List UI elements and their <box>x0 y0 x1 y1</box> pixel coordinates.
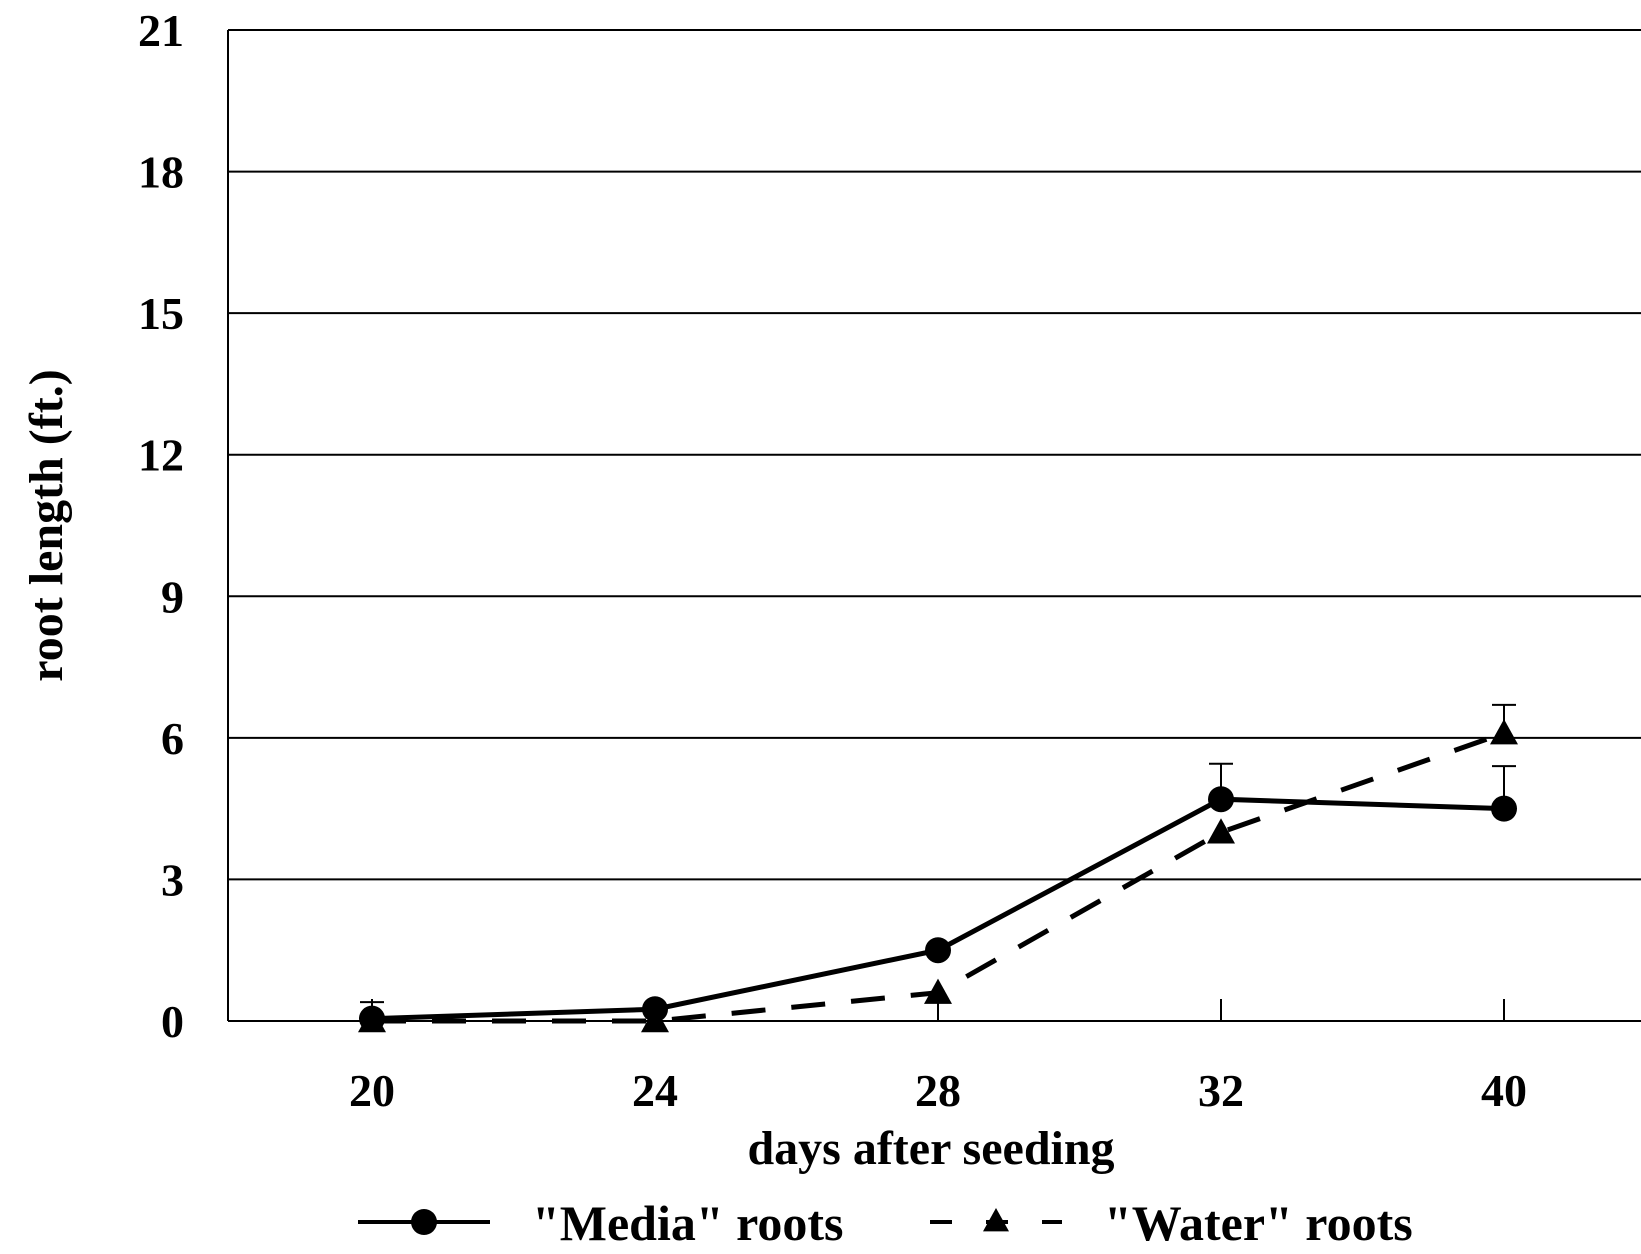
legend-item-water: "Water" roots <box>930 1195 1413 1251</box>
axes <box>227 29 1641 1022</box>
point-1-0 <box>358 1007 386 1033</box>
legend-item-media: "Media" roots <box>358 1195 844 1251</box>
y-tick-label-0: 0 <box>161 996 184 1047</box>
series-water <box>358 703 1518 1033</box>
point-0-4 <box>1491 795 1517 822</box>
y-axis-label: root length (ft.) <box>20 369 73 681</box>
x-tick-labels: 20 24 28 32 40 <box>349 1065 1527 1116</box>
x-tick-label-24: 24 <box>632 1065 678 1116</box>
y-tick-label-12: 12 <box>138 430 184 481</box>
legend-label-media: "Media" roots <box>532 1195 844 1251</box>
x-tick-label-32: 32 <box>1198 1065 1244 1116</box>
y-tick-label-3: 3 <box>161 854 184 905</box>
y-tick-label-21: 21 <box>138 5 184 56</box>
legend-marker-water <box>983 1208 1009 1232</box>
point-0-3 <box>1208 786 1234 813</box>
legend-label-water: "Water" roots <box>1104 1195 1413 1251</box>
y-tick-label-15: 15 <box>138 288 184 339</box>
y-tick-label-6: 6 <box>161 713 184 764</box>
y-tick-label-9: 9 <box>161 571 184 622</box>
point-0-2 <box>925 937 951 964</box>
point-1-2 <box>924 978 952 1004</box>
point-1-1 <box>641 1007 669 1033</box>
series <box>358 703 1518 1033</box>
x-axis-label: days after seeding <box>747 1122 1114 1175</box>
legend-marker-media <box>411 1209 437 1235</box>
series-line-1 <box>372 730 1505 1024</box>
x-tick-label-20: 20 <box>349 1065 395 1116</box>
x-tick-label-28: 28 <box>915 1065 961 1116</box>
y-tick-label-18: 18 <box>138 147 184 198</box>
legend: "Media" roots "Water" roots <box>358 1195 1413 1251</box>
point-1-4 <box>1490 719 1518 745</box>
y-tick-labels: 0 3 6 9 12 15 18 21 <box>138 5 184 1047</box>
grid <box>228 170 1641 1021</box>
point-1-3 <box>1207 818 1235 844</box>
x-tick-label-40: 40 <box>1481 1065 1527 1116</box>
